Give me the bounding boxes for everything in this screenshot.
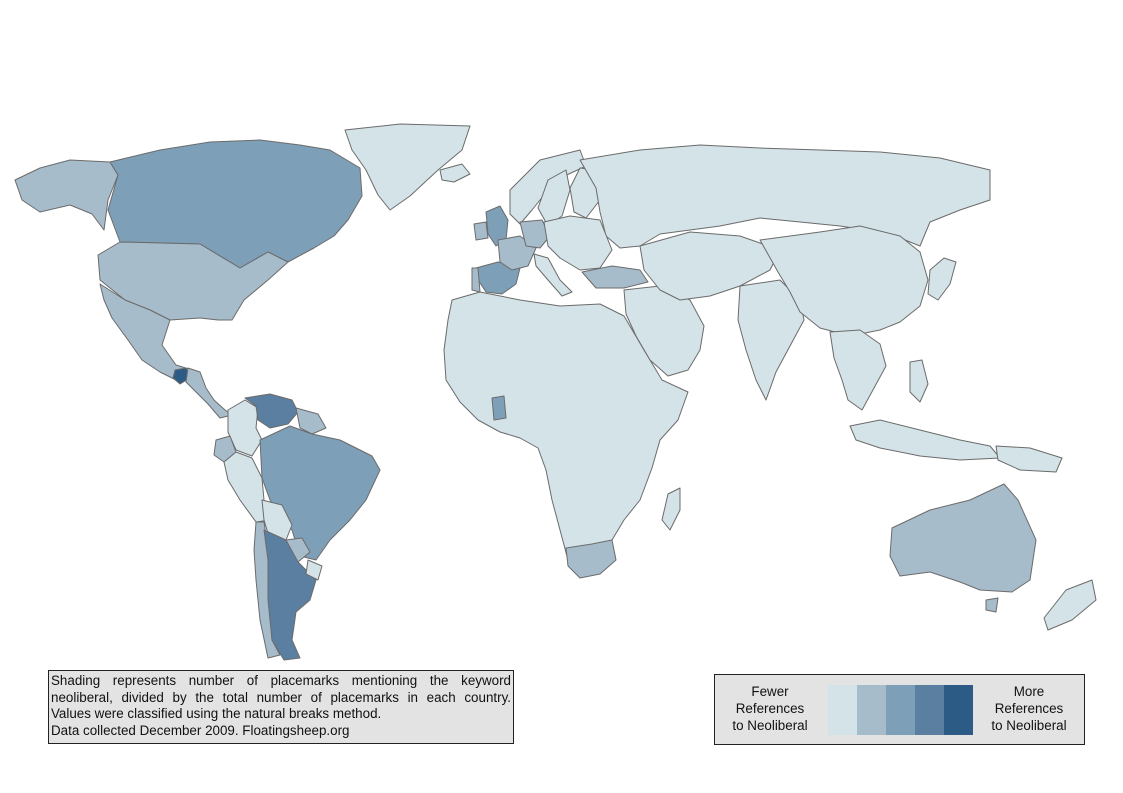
region-turkey	[581, 265, 649, 289]
legend-low-label: Fewer References to Neoliberal	[721, 683, 819, 734]
note-line-4: Data collected December 2009. Floatingsh…	[51, 722, 350, 738]
country-shapes	[14, 123, 1097, 661]
legend-high-label: More References to Neoliberal	[981, 683, 1077, 734]
region-new-zealand	[1043, 579, 1097, 631]
region-guianas	[295, 407, 327, 435]
region-venezuela	[244, 393, 299, 429]
region-uruguay	[305, 559, 323, 581]
region-guatemala	[172, 367, 191, 385]
region-europe-other	[543, 215, 613, 271]
region-south-africa	[565, 539, 617, 579]
legend-high-line-2: References	[994, 701, 1064, 716]
region-australia	[889, 483, 1037, 593]
note-line-3: Values were classified using the natural…	[51, 706, 382, 721]
region-ghana	[491, 395, 507, 421]
region-central-america	[185, 367, 233, 419]
region-papua-new-guinea	[995, 445, 1063, 473]
region-japan	[927, 257, 957, 301]
legend-high-line-1: More	[1013, 684, 1045, 699]
legend-swatches	[828, 685, 973, 735]
note-line-2: neoliberal, divided by the total number …	[51, 689, 511, 705]
region-russia	[579, 144, 991, 249]
note-line-1: Shading represents number of placemarks …	[51, 673, 511, 688]
legend-low-line-3: to Neoliberal	[732, 718, 808, 733]
region-tasmania	[985, 597, 999, 613]
region-germany	[519, 219, 551, 249]
legend-low-line-1: Fewer	[751, 684, 789, 699]
legend-swatch-4	[915, 685, 944, 735]
region-alaska	[14, 159, 119, 231]
note-box: Shading represents number of placemarks …	[48, 670, 514, 744]
region-ireland	[473, 221, 489, 241]
region-indonesia	[849, 419, 1001, 461]
legend-swatch-1	[828, 685, 857, 735]
region-southeast-asia	[829, 329, 887, 411]
region-greenland	[344, 123, 471, 211]
region-argentina	[263, 529, 317, 661]
region-iceland	[439, 163, 471, 183]
region-united-states	[97, 241, 289, 321]
legend-swatch-5	[944, 685, 973, 735]
region-china	[759, 225, 929, 337]
legend-low-line-2: References	[735, 701, 805, 716]
region-italy	[533, 253, 573, 297]
legend-swatch-3	[886, 685, 915, 735]
legend-high-line-3: to Neoliberal	[991, 718, 1067, 733]
legend-swatch-2	[857, 685, 886, 735]
region-portugal	[471, 267, 481, 293]
legend: Fewer References to Neoliberal More Refe…	[714, 674, 1085, 745]
region-philippines	[909, 359, 929, 403]
region-madagascar	[661, 487, 681, 531]
